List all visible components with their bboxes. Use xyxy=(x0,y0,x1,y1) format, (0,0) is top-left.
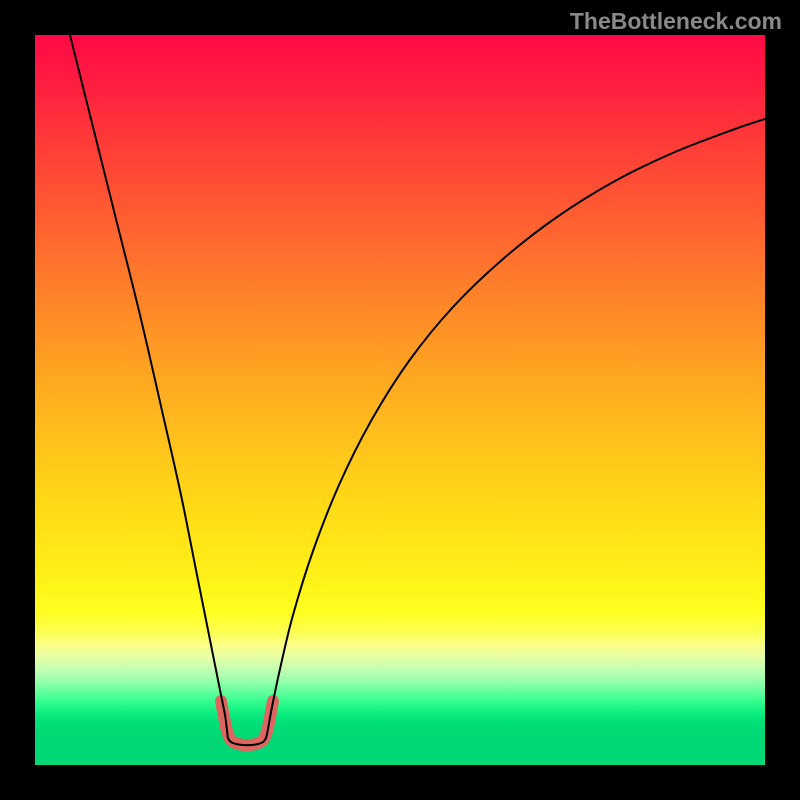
gradient-background xyxy=(35,35,765,765)
plot-svg xyxy=(35,35,765,765)
watermark-text: TheBottleneck.com xyxy=(570,8,782,35)
plot-area xyxy=(35,35,765,765)
